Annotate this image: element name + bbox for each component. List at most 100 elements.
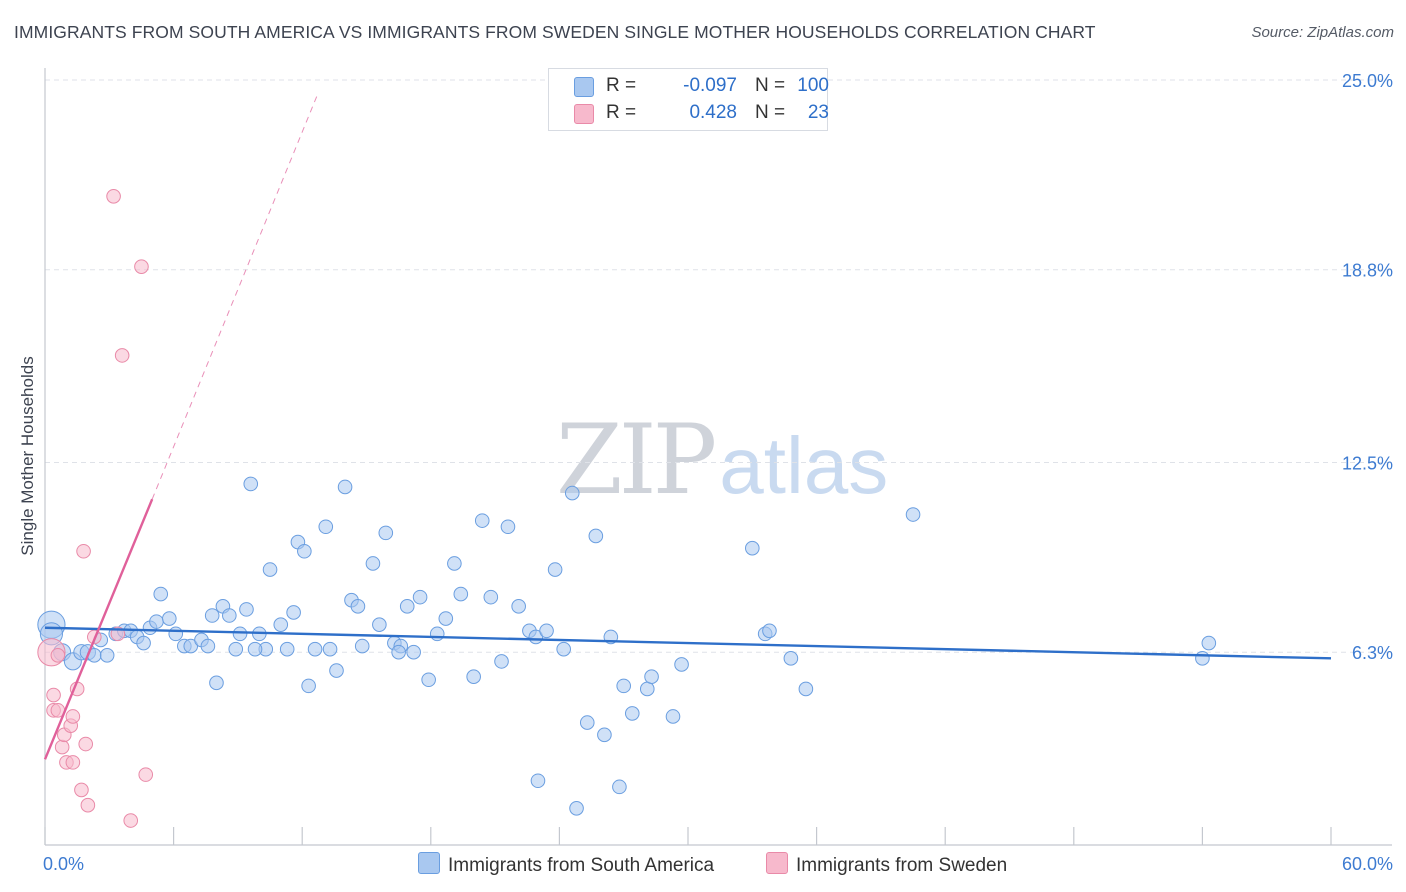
- south-america-point: [624, 706, 640, 721]
- south-america-point: [665, 709, 681, 724]
- south-america-point: [286, 605, 301, 620]
- bottom-legend-sweden: Immigrants from Sweden: [766, 852, 1007, 877]
- south-america-point: [365, 556, 381, 571]
- watermark-logo: ZIPatlas: [556, 404, 888, 516]
- south-america-point: [262, 562, 278, 577]
- sweden-point: [74, 782, 89, 798]
- legend-r-label: R =: [606, 102, 637, 123]
- bottom-legend-label-sweden: Immigrants from Sweden: [796, 855, 1008, 876]
- south-america-point: [674, 657, 689, 672]
- south-america-point: [162, 611, 177, 626]
- south-america-point: [783, 651, 799, 666]
- sweden-point: [80, 797, 96, 813]
- y-tick-label: 6.3%: [1352, 643, 1393, 663]
- legend-n-value: 23: [807, 102, 829, 123]
- south-america-point: [466, 669, 481, 685]
- bottom-legend-swatch-sweden: [766, 852, 788, 874]
- south-america-point: [232, 626, 248, 642]
- legend-r-value: 0.428: [689, 102, 737, 123]
- south-america-point: [745, 540, 760, 556]
- south-america-point: [204, 608, 220, 623]
- y-tick-label: 25.0%: [1342, 71, 1393, 91]
- south-america-point: [273, 617, 289, 632]
- south-america-point: [297, 543, 312, 559]
- south-america-point: [239, 602, 254, 617]
- south-america-point: [530, 773, 546, 789]
- south-america-point: [564, 485, 580, 501]
- legend-swatch-south-america: [574, 77, 594, 97]
- south-america-point: [406, 644, 421, 660]
- south-america-point: [539, 623, 554, 639]
- south-america-point: [474, 513, 490, 528]
- south-america-point: [421, 672, 436, 688]
- south-america-point: [337, 479, 353, 495]
- south-america-point: [1195, 651, 1210, 666]
- south-america-point: [639, 681, 655, 697]
- y-tick-label: 18.8%: [1342, 261, 1393, 281]
- south-america-point: [1201, 635, 1217, 651]
- watermark-atlas: atlas: [719, 421, 889, 510]
- legend-n-value: 100: [797, 75, 829, 96]
- south-america-point: [511, 599, 526, 614]
- south-america-point: [243, 476, 259, 492]
- south-america-point: [616, 678, 632, 694]
- south-america-point: [429, 626, 445, 642]
- south-america-point: [644, 669, 659, 685]
- legend-r-label: R =: [606, 75, 637, 96]
- legend-r-value: -0.097: [683, 75, 737, 96]
- source-credit: Source: ZipAtlas.com: [1251, 24, 1394, 41]
- south-america-point: [168, 626, 184, 642]
- south-america-point: [149, 614, 164, 629]
- south-america-point: [579, 715, 595, 730]
- south-america-point: [228, 641, 244, 657]
- correlation-legend: R = -0.097 N = 100 R = 0.428 N = 23: [548, 68, 829, 131]
- sweden-point: [54, 739, 70, 755]
- south-america-point: [412, 589, 428, 605]
- sweden-point: [78, 736, 94, 752]
- bottom-legend-label-south-america: Immigrants from South America: [448, 855, 715, 876]
- south-america-point: [153, 586, 169, 602]
- south-america-point: [494, 654, 509, 669]
- south-america-point: [200, 638, 216, 654]
- south-america-point: [307, 641, 323, 657]
- legend-n-label: N =: [755, 102, 786, 123]
- south-america-point: [547, 562, 563, 577]
- south-america-point: [391, 644, 406, 660]
- south-america-point: [247, 641, 263, 657]
- south-america-point: [588, 528, 604, 544]
- sweden-point: [123, 813, 139, 828]
- chart-title: IMMIGRANTS FROM SOUTH AMERICA VS IMMIGRA…: [14, 22, 1096, 42]
- south-america-point: [354, 638, 370, 654]
- sweden-point: [138, 767, 154, 782]
- south-america-point: [350, 599, 366, 614]
- bottom-legend-swatch-south-america: [418, 852, 440, 874]
- south-america-point: [329, 663, 344, 678]
- south-america-point: [500, 519, 516, 535]
- south-america-trendline: [44, 626, 1332, 660]
- y-tick-label: 12.5%: [1342, 454, 1393, 474]
- south-america-point: [762, 623, 777, 639]
- south-america-point: [209, 675, 224, 691]
- x-tick-label: 60.0%: [1342, 854, 1393, 874]
- south-america-point: [569, 800, 584, 816]
- south-america-point: [798, 681, 814, 697]
- south-america-point: [279, 641, 295, 657]
- y-axis-label: Single Mother Households: [18, 356, 37, 556]
- south-america-point: [136, 635, 151, 651]
- south-america-point: [597, 727, 612, 743]
- south-america-point: [483, 589, 499, 605]
- south-america-point: [453, 586, 469, 602]
- sweden-point: [114, 348, 130, 363]
- bottom-legend-south-america: Immigrants from South America: [418, 852, 714, 877]
- south-america-point: [99, 647, 115, 663]
- south-america-point: [301, 678, 316, 694]
- south-america-point: [556, 641, 571, 657]
- south-america-point: [322, 641, 338, 657]
- south-america-point: [447, 556, 462, 571]
- sweden-point: [65, 755, 81, 770]
- sweden-trendline-extension: [151, 95, 318, 500]
- sweden-point: [50, 647, 66, 663]
- sweden-point: [76, 543, 91, 559]
- watermark-zip: ZIP: [556, 404, 717, 516]
- legend-swatch-sweden: [574, 104, 594, 124]
